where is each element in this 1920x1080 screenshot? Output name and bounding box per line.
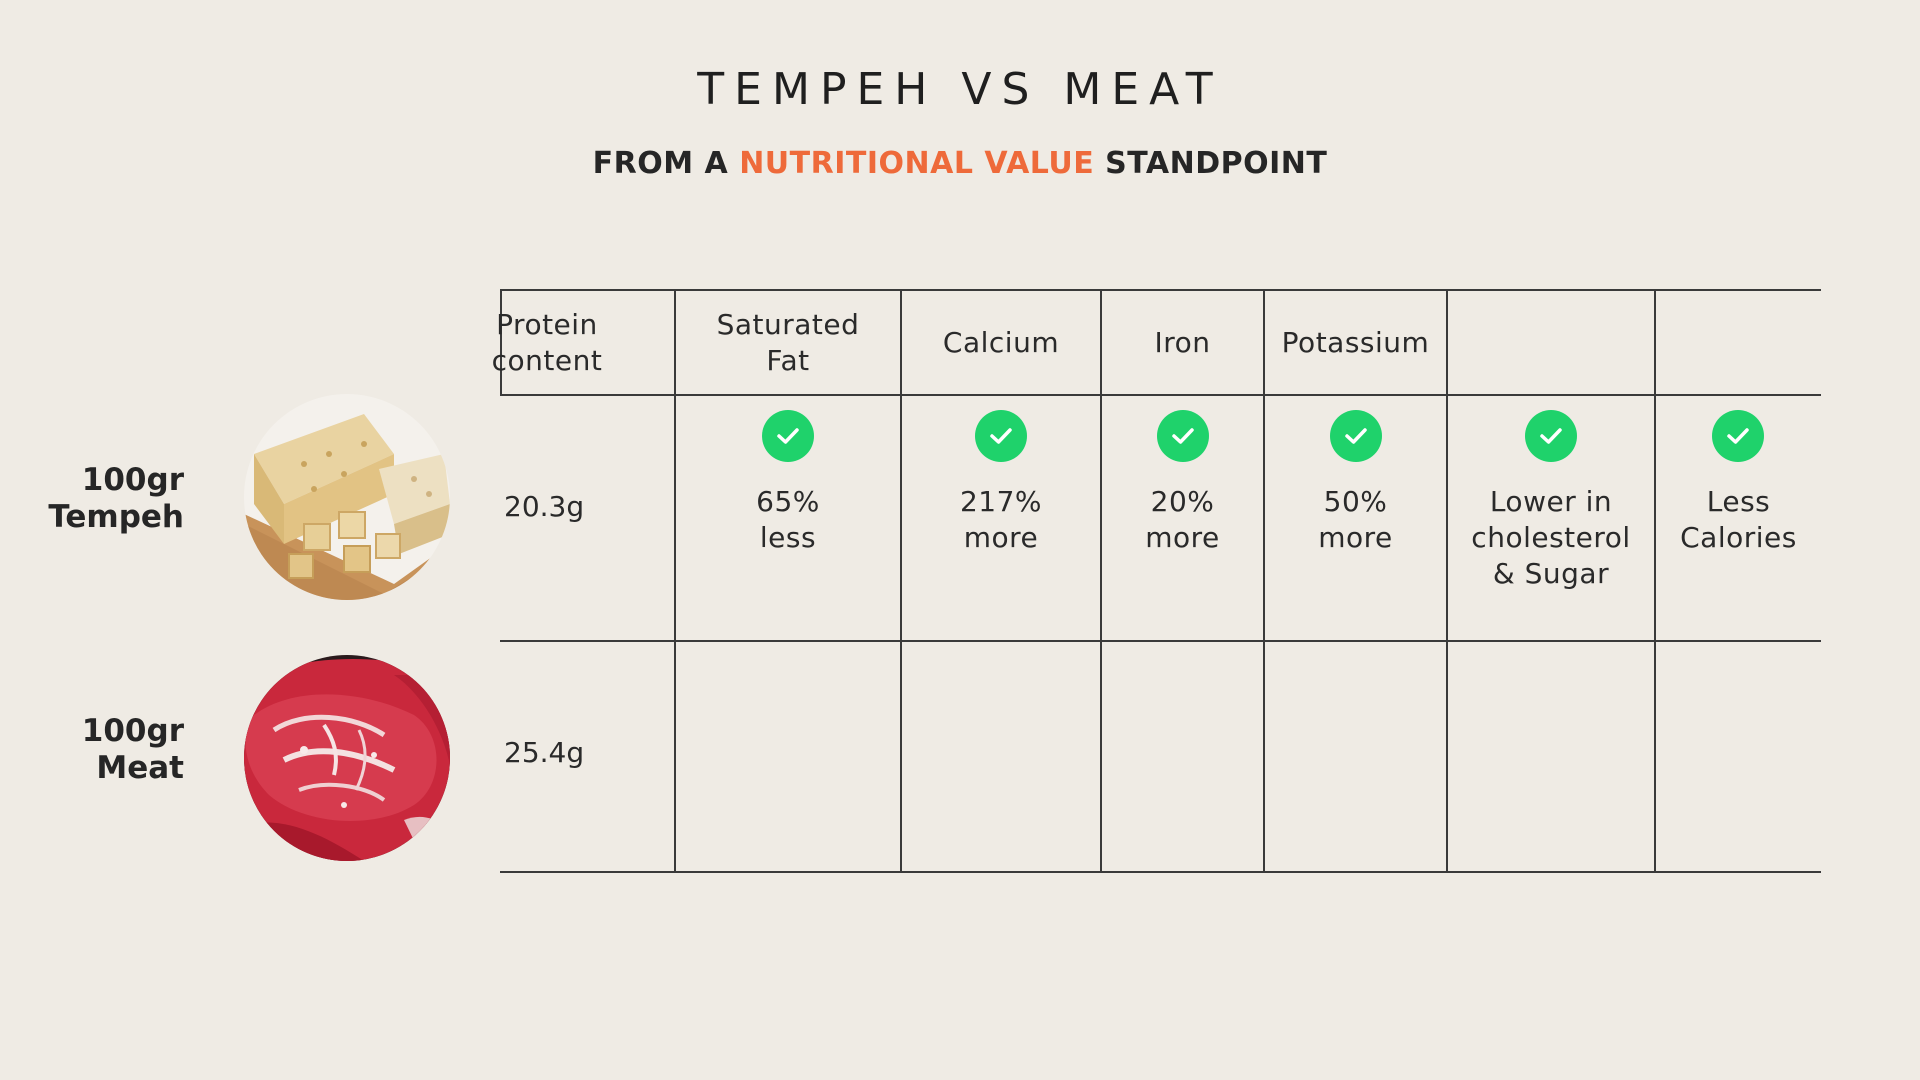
check-icon (1156, 410, 1209, 462)
protein-value-tempeh: 20.3g (504, 490, 585, 523)
column-header-label: Calcium (942, 325, 1060, 359)
table-divider (1446, 289, 1448, 873)
saturated-fat-value: 65% less (756, 485, 820, 554)
calcium-value: 217% more (959, 485, 1043, 554)
table-divider-stub (500, 289, 502, 395)
page-title: TEMPEH VS MEAT (697, 64, 1223, 115)
subtitle-suffix: STANDPOINT (1094, 146, 1328, 181)
calories-value: Less Calories (1680, 485, 1797, 554)
check-icon (761, 410, 814, 462)
check-icon (975, 410, 1027, 462)
table-divider (1100, 289, 1102, 873)
column-header-iron: Iron (1102, 291, 1263, 394)
row-label-meat: 100gr Meat (81, 713, 184, 786)
check-icon (1712, 410, 1765, 462)
column-header-label: Iron (1154, 325, 1211, 359)
row-label-tempeh: 100gr Tempeh (48, 462, 184, 535)
check-icon (1524, 410, 1577, 462)
iron-value: 20% more (1145, 485, 1220, 554)
column-header-calories (1656, 291, 1821, 394)
tempeh-cell-saturated-fat: 65% less (676, 410, 900, 630)
column-header-saturated-fat: Saturated Fat (676, 291, 900, 394)
column-header-calcium: Calcium (902, 291, 1100, 394)
tempeh-cell-calcium: 217% more (902, 410, 1100, 630)
table-line-header (500, 394, 1821, 396)
column-header-label: Protein content (491, 307, 603, 377)
table-divider (900, 289, 902, 873)
tempeh-cell-potassium: 50% more (1265, 410, 1446, 630)
subtitle-prefix: FROM A (592, 146, 740, 181)
tempeh-cell-iron: 20% more (1102, 410, 1263, 630)
table-line-middle (500, 640, 1821, 642)
tempeh-photo (244, 394, 450, 600)
table-divider (1263, 289, 1265, 873)
meat-photo (244, 655, 450, 861)
cholesterol-value: Lower in cholesterol & Sugar (1471, 485, 1631, 590)
column-header-protein: Protein content (465, 291, 629, 394)
table-divider (674, 289, 676, 873)
subtitle-highlight: NUTRITIONAL VALUE (739, 146, 1095, 181)
tempeh-cell-cholesterol: Lower in cholesterol & Sugar (1448, 410, 1654, 630)
column-header-potassium: Potassium (1265, 291, 1446, 394)
table-divider (1654, 289, 1656, 873)
column-header-label: Saturated Fat (716, 307, 860, 377)
column-header-cholesterol (1448, 291, 1654, 394)
table-line-top (500, 289, 1821, 291)
tempeh-cell-calories: Less Calories (1656, 410, 1821, 630)
tempeh-image (244, 394, 450, 600)
protein-value-meat: 25.4g (504, 736, 585, 769)
page-subtitle: FROM A NUTRITIONAL VALUE STANDPOINT (0, 146, 1920, 181)
potassium-value: 50% more (1318, 485, 1393, 554)
meat-image (244, 655, 450, 861)
check-icon (1329, 410, 1382, 462)
column-header-label: Potassium (1281, 325, 1430, 359)
table-line-bottom (500, 871, 1821, 873)
